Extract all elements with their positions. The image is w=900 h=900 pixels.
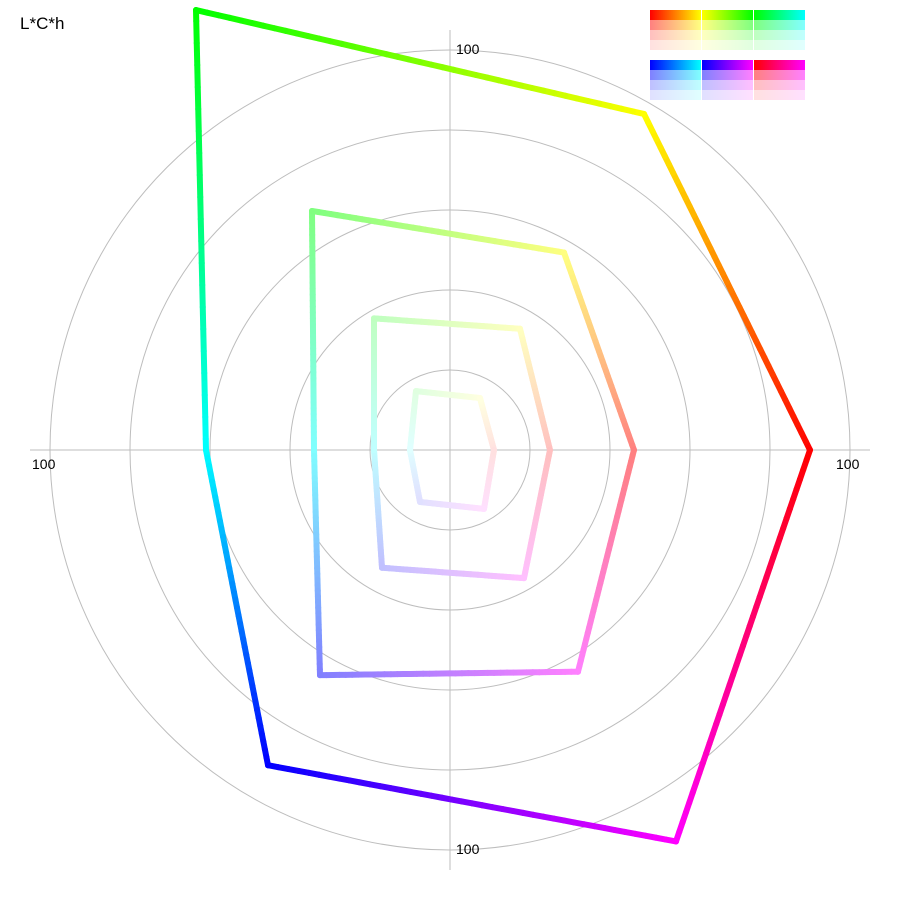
- series-vertex: [309, 207, 315, 214]
- swatch-cell: [754, 90, 805, 100]
- swatch-band: [650, 60, 805, 100]
- swatch-cell: [754, 20, 805, 30]
- swatch-cell: [754, 80, 805, 90]
- series-vertex: [547, 447, 553, 453]
- series-polygon-2: [371, 315, 553, 582]
- series-vertex: [265, 762, 271, 769]
- swatch-row: [650, 20, 805, 30]
- series-vertex: [193, 7, 199, 14]
- radial-tick-label-right: 100: [836, 456, 860, 472]
- series-vertex: [317, 672, 323, 679]
- swatch-cell: [650, 30, 701, 40]
- swatch-cell: [650, 40, 701, 50]
- swatch-row: [650, 60, 805, 70]
- series-vertex: [203, 447, 209, 453]
- swatch-row: [650, 70, 805, 80]
- swatch-cell: [754, 60, 805, 70]
- swatch-row: [650, 40, 805, 50]
- swatch-cell: [702, 70, 753, 80]
- swatch-cell: [650, 20, 701, 30]
- series-vertex: [481, 505, 487, 512]
- radial-tick-label-top: 100: [456, 41, 480, 57]
- series-vertex: [491, 447, 497, 453]
- swatch-cell: [650, 10, 701, 20]
- series-vertex: [561, 249, 567, 256]
- swatch-cell: [702, 60, 753, 70]
- swatch-cell: [754, 40, 805, 50]
- swatch-cell: [650, 60, 701, 70]
- series-vertex: [417, 498, 423, 505]
- series-polygon-0: [193, 7, 813, 845]
- swatch-cell: [702, 40, 753, 50]
- swatch-cell: [650, 90, 701, 100]
- series-vertex: [631, 447, 637, 453]
- swatch-cell: [702, 30, 753, 40]
- swatch-cell: [754, 10, 805, 20]
- swatch-row: [650, 10, 805, 20]
- swatch-row: [650, 30, 805, 40]
- swatch-cell: [702, 10, 753, 20]
- series-vertex: [371, 315, 377, 322]
- series-vertex: [641, 110, 647, 117]
- swatch-cell: [754, 70, 805, 80]
- radial-tick-label-bottom: 100: [456, 841, 480, 857]
- series-vertex: [517, 325, 523, 332]
- series-vertex: [575, 668, 581, 675]
- polar-grid: [30, 30, 870, 870]
- series-vertex: [521, 575, 527, 582]
- series-vertex: [477, 395, 483, 402]
- radial-tick-label-left: 100: [32, 456, 56, 472]
- series-vertex: [673, 838, 679, 845]
- swatch-cell: [650, 80, 701, 90]
- chart-title: L*C*h: [20, 14, 65, 33]
- series-vertex: [371, 447, 377, 453]
- swatch-cell: [702, 20, 753, 30]
- color-swatch-legend: [650, 10, 805, 100]
- series-vertex: [413, 388, 419, 395]
- swatch-cell: [702, 90, 753, 100]
- swatch-band: [650, 10, 805, 50]
- swatch-cell: [702, 80, 753, 90]
- series-vertex: [807, 447, 813, 453]
- series-vertex: [311, 447, 317, 453]
- series-layer: [193, 7, 813, 845]
- series-vertex: [407, 447, 413, 453]
- series-polygon-3: [407, 388, 497, 512]
- swatch-cell: [754, 30, 805, 40]
- swatch-cell: [650, 70, 701, 80]
- swatch-row: [650, 80, 805, 90]
- series-polygon-1: [309, 207, 637, 679]
- series-vertex: [379, 564, 385, 571]
- swatch-row: [650, 90, 805, 100]
